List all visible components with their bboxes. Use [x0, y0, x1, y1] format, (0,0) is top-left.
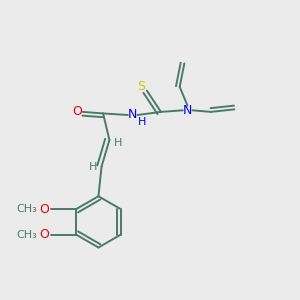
Text: O: O — [39, 202, 49, 216]
Text: N: N — [183, 104, 192, 117]
Text: S: S — [137, 80, 145, 93]
Text: O: O — [39, 228, 49, 241]
Text: CH₃: CH₃ — [16, 204, 37, 214]
Text: CH₃: CH₃ — [16, 230, 37, 240]
Text: H: H — [88, 162, 97, 172]
Text: N: N — [128, 109, 137, 122]
Text: O: O — [72, 105, 82, 118]
Text: H: H — [114, 137, 122, 148]
Text: H: H — [138, 117, 146, 127]
